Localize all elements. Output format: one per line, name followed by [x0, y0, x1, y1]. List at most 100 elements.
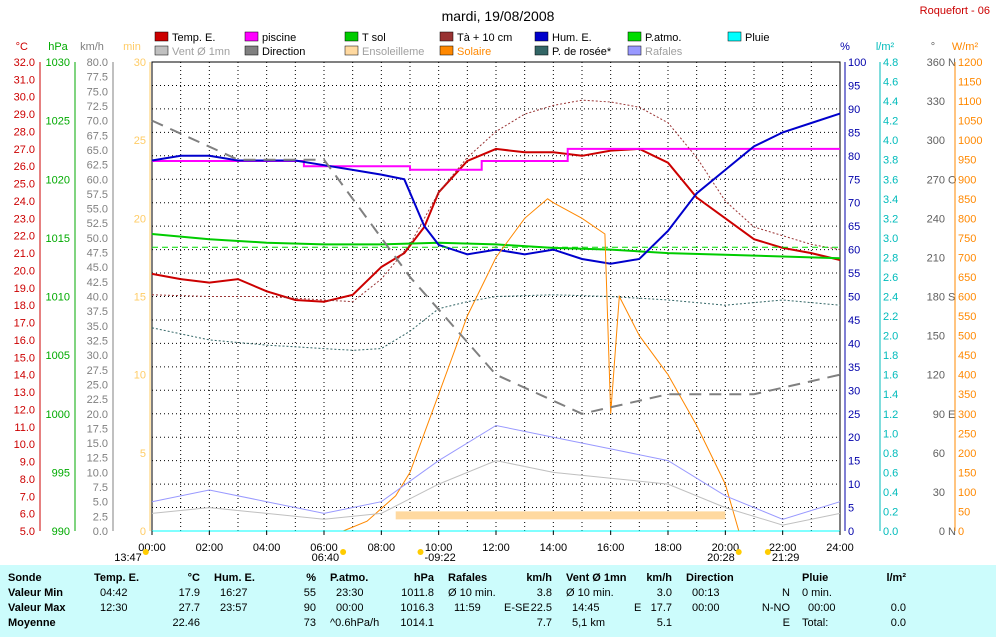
legend-label: Tà + 10 cm — [457, 32, 512, 44]
axis-tick-percent: 75 — [848, 174, 860, 186]
axis-tick-kmh: 17.5 — [87, 423, 108, 435]
axis-tick-minutes: 30 — [134, 57, 146, 69]
temp-avg: 22.46 — [172, 617, 200, 629]
legend-label: Pluie — [745, 32, 769, 44]
axis-tick-kmh: 22.5 — [87, 394, 108, 406]
axis-tick-rain: 1.6 — [883, 370, 898, 382]
axis-tick-wm2: 600 — [958, 292, 976, 304]
vent-max-dir: E — [634, 602, 642, 614]
axis-tick-wm2: 650 — [958, 272, 976, 284]
axis-tick-rain: 3.4 — [883, 194, 898, 206]
time-tick: 22:00 — [769, 542, 797, 554]
axis-tick-celsius: 20.0 — [14, 265, 35, 277]
vent-header: Vent Ø 1mn — [566, 572, 627, 584]
legend-label: Rafales — [645, 46, 683, 58]
axis-cardinal: N — [948, 526, 956, 538]
time-tick: 08:00 — [368, 542, 396, 554]
axis-tick-kmh: 60.0 — [87, 174, 108, 186]
direction-r1-time: 00:13 — [692, 587, 720, 599]
series-direction — [151, 119, 841, 415]
axis-tick-kmh: 5.0 — [93, 497, 108, 509]
axis-tick-kmh: 7.5 — [93, 482, 108, 494]
axis-tick-kmh: 0.0 — [93, 526, 108, 538]
pluie-unit: l/m² — [886, 572, 906, 584]
axis-tick-rain: 0.6 — [883, 467, 898, 479]
time-tick: 06:00 — [310, 542, 338, 554]
astro-label: -09:22 — [425, 552, 456, 564]
axis-tick-rain: 0.2 — [883, 506, 898, 518]
axis-tick-direction: 240 — [927, 213, 945, 225]
legend-swatch — [727, 31, 742, 42]
rafales-max: 22.5 — [530, 602, 552, 614]
axis-tick-kmh: 30.0 — [87, 350, 108, 362]
hum-avg: 73 — [303, 617, 316, 629]
axis-tick-direction: 150 — [927, 331, 945, 343]
axis-tick-wm2: 550 — [958, 311, 976, 323]
temp-min: 17.9 — [178, 587, 200, 599]
temp-unit: °C — [187, 572, 200, 584]
patmo-min: 1011.8 — [401, 587, 434, 599]
axis-tick-percent: 85 — [848, 127, 860, 139]
axis-tick-rain: 2.8 — [883, 252, 898, 264]
axis-tick-celsius: 9.0 — [20, 457, 35, 469]
axis-tick-celsius: 11.0 — [14, 422, 35, 434]
axis-tick-wm2: 1100 — [958, 96, 982, 108]
axis-tick-celsius: 15.0 — [14, 352, 35, 364]
axis-tick-wm2: 350 — [958, 389, 976, 401]
temp-max-time: 12:30 — [100, 602, 128, 614]
axis-cardinal: O — [948, 174, 957, 186]
legend-swatch — [154, 45, 169, 56]
axis-tick-percent: 35 — [848, 362, 860, 374]
temp-min-time: 04:42 — [100, 587, 128, 599]
time-tick: 00:00 — [138, 542, 166, 554]
legend-swatch — [439, 45, 454, 56]
axis-tick-celsius: 30.0 — [14, 92, 35, 104]
axis-tick-direction: 270 — [927, 174, 945, 186]
axis-tick-percent: 25 — [848, 409, 860, 421]
axis-tick-rain: 4.6 — [883, 77, 898, 89]
axis-tick-rain: 4.8 — [883, 57, 898, 69]
legend-swatch — [627, 31, 642, 42]
stats-col-pluie: Pluie l/m² 0 min. 00:00 0.0 Total: 0.0 — [800, 565, 908, 637]
legend-swatch — [439, 31, 454, 42]
legend-label: Solaire — [457, 46, 491, 58]
axis-tick-wm2: 800 — [958, 213, 976, 225]
axis-tick-kmh: 32.5 — [87, 335, 108, 347]
legend-swatch — [344, 31, 359, 42]
axis-tick-hpa: 1000 — [46, 409, 70, 421]
axis-tick-rain: 3.0 — [883, 233, 898, 245]
legend-swatch — [627, 45, 642, 56]
axis-tick-direction: 180 — [927, 292, 945, 304]
weather-chart: mardi, 19/08/2008 Roquefort - 06 Temp. E… — [13, 5, 990, 564]
pluie-r2-time: 00:00 — [808, 602, 836, 614]
axis-tick-rain: 2.4 — [883, 292, 898, 304]
axis-tick-wm2: 50 — [958, 506, 970, 518]
axis-tick-wm2: 450 — [958, 350, 976, 362]
patmo-max-time: 00:00 — [336, 602, 364, 614]
axis-tick-percent: 95 — [848, 80, 860, 92]
axis-tick-wm2: 400 — [958, 370, 976, 382]
axis-tick-percent: 20 — [848, 432, 860, 444]
axis-tick-celsius: 29.0 — [14, 109, 35, 121]
time-tick: 14:00 — [540, 542, 568, 554]
stats-col-hum: Hum. E. % 16:27 55 23:57 90 73 — [212, 565, 318, 637]
axis-tick-celsius: 17.0 — [14, 318, 35, 330]
axis-tick-hpa: 1030 — [46, 57, 70, 69]
legend: Temp. E. piscine T sol Tà + 10 cm Hum. E. P.a… — [154, 31, 769, 58]
rafales-r1-label: Ø 10 min. — [448, 587, 496, 599]
axis-tick-percent: 60 — [848, 245, 860, 257]
legend-label: P. de rosée* — [552, 46, 612, 58]
stats-panel: Sonde Valeur Min Valeur Max Moyenne Temp… — [0, 565, 996, 637]
axis-tick-direction: 90 — [933, 409, 945, 421]
sun-icon — [735, 549, 742, 555]
time-tick: 12:00 — [482, 542, 510, 554]
direction-r2-time: 00:00 — [692, 602, 720, 614]
astro-label: 20:28 — [707, 552, 735, 564]
axis-tick-rain: 2.0 — [883, 331, 898, 343]
time-tick: 04:00 — [253, 542, 281, 554]
axis-tick-minutes: 15 — [134, 292, 146, 304]
time-tick: 24:00 — [826, 542, 854, 554]
legend-swatch — [244, 31, 259, 42]
axis-tick-kmh: 72.5 — [87, 101, 108, 113]
stats-col-rafales: Rafales km/h Ø 10 min. 3.8 11:59 E-SE 22… — [446, 565, 554, 637]
